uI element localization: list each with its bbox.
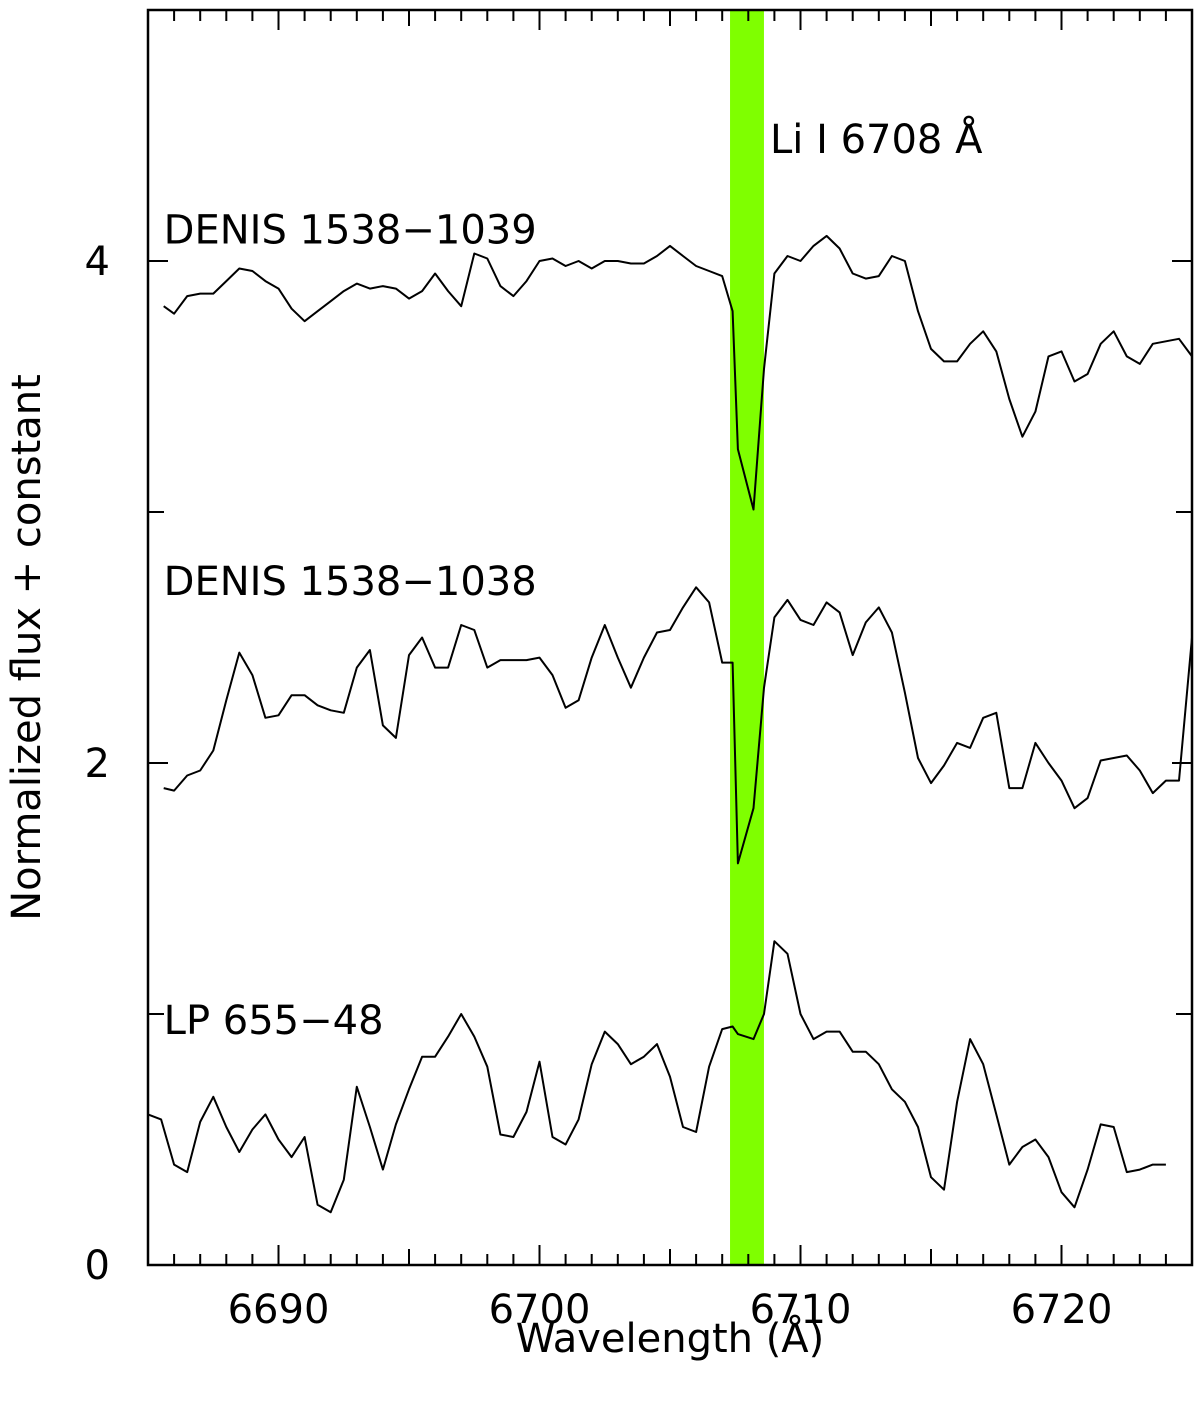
y-tick-labels: 0 2 4 [85, 239, 110, 1289]
y-axis-label: Normalized flux + constant [4, 374, 50, 921]
spectra [147, 234, 1193, 1214]
y-axis-ticks [148, 9, 1192, 1266]
y-tick-label: 4 [85, 239, 110, 285]
series-labels: DENIS 1538−1039 DENIS 1538−1038 LP 655−48 [164, 207, 537, 1044]
spectrum-line-1 [163, 234, 1193, 511]
y-tick-label: 0 [85, 1243, 110, 1289]
highlight-band [730, 10, 764, 1265]
x-tick-label: 6710 [750, 1287, 852, 1333]
x-tick-labels: 6690 6700 6710 6720 [228, 1287, 1113, 1333]
x-tick-label: 6700 [489, 1287, 591, 1333]
x-axis-label: Wavelength (Å) [516, 1314, 825, 1362]
highlight-label: Li I 6708 Å [770, 115, 983, 163]
series-label-1: DENIS 1538−1039 [164, 207, 537, 253]
x-axis-ticks [147, 10, 1193, 1265]
y-tick-label: 2 [85, 741, 110, 787]
spectrum-line-3 [147, 940, 1166, 1214]
series-label-3: LP 655−48 [164, 998, 384, 1044]
x-tick-label: 6690 [228, 1287, 330, 1333]
x-tick-label: 6720 [1011, 1287, 1113, 1333]
spectrum-line-2 [163, 586, 1193, 865]
series-label-2: DENIS 1538−1038 [164, 559, 537, 605]
